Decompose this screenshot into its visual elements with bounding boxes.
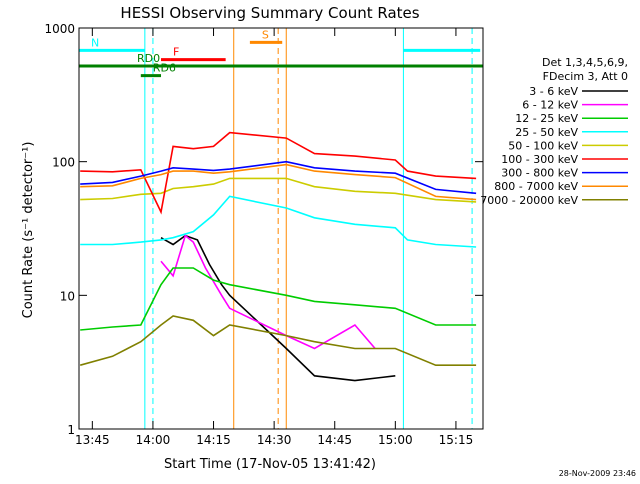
legend-label-6: 300 - 800 keV [501,167,578,180]
y-tick-label-0: 1 [67,423,75,437]
legend-label-4: 50 - 100 keV [508,139,578,152]
legend-label-2: 12 - 25 keV [515,112,578,125]
series-line-1 [160,234,376,350]
x-tick-label-0: 13:45 [75,433,110,447]
series-line-3 [80,195,477,248]
series-line-5 [80,131,477,215]
y-axis-label: Count Rate (s⁻¹ detector⁻¹) [21,142,36,319]
x-tick-label-6: 15:15 [439,433,474,447]
legend-label-1: 6 - 12 keV [522,99,578,112]
footer-timestamp: 28-Nov-2009 23:46 [559,469,636,478]
x-tick-label-3: 14:30 [257,433,292,447]
y-tick-label-1: 10 [60,289,75,303]
legend-label-3: 25 - 50 keV [515,126,578,139]
series-line-6 [80,160,477,195]
x-tick-label-1: 14:00 [136,433,171,447]
annotation-label-4: RD6 [153,62,176,75]
plot-frame [78,27,484,430]
series-line-0 [160,234,396,382]
legend-title-line-2: FDecim 3, Att 0 [543,70,628,83]
x-tick-label-2: 14:15 [196,433,231,447]
annotation-label-3: RD0 [137,52,160,65]
annotation-label-2: S [262,28,269,41]
y-tick-label-3: 1000 [44,22,75,36]
legend-label-7: 800 - 7000 keV [494,180,578,193]
legend-title-line-1: Det 1,3,4,5,6,9, [542,56,628,69]
x-tick-label-5: 15:00 [378,433,413,447]
chart-title: HESSI Observing Summary Count Rates [120,4,419,22]
legend-label-0: 3 - 6 keV [529,85,578,98]
x-tick-label-4: 14:45 [317,433,352,447]
series-line-2 [80,267,477,331]
series-line-4 [80,177,477,203]
series-line-7 [80,163,477,201]
legend-label-5: 100 - 300 keV [501,153,578,166]
annotation-label-1: F [173,46,179,59]
y-tick-label-2: 100 [52,156,75,170]
series-line-8 [79,315,477,367]
legend-label-8: 7000 - 20000 keV [480,194,578,207]
x-axis-label: Start Time (17-Nov-05 13:41:42) [164,457,376,472]
annotation-label-0: N [91,36,99,49]
